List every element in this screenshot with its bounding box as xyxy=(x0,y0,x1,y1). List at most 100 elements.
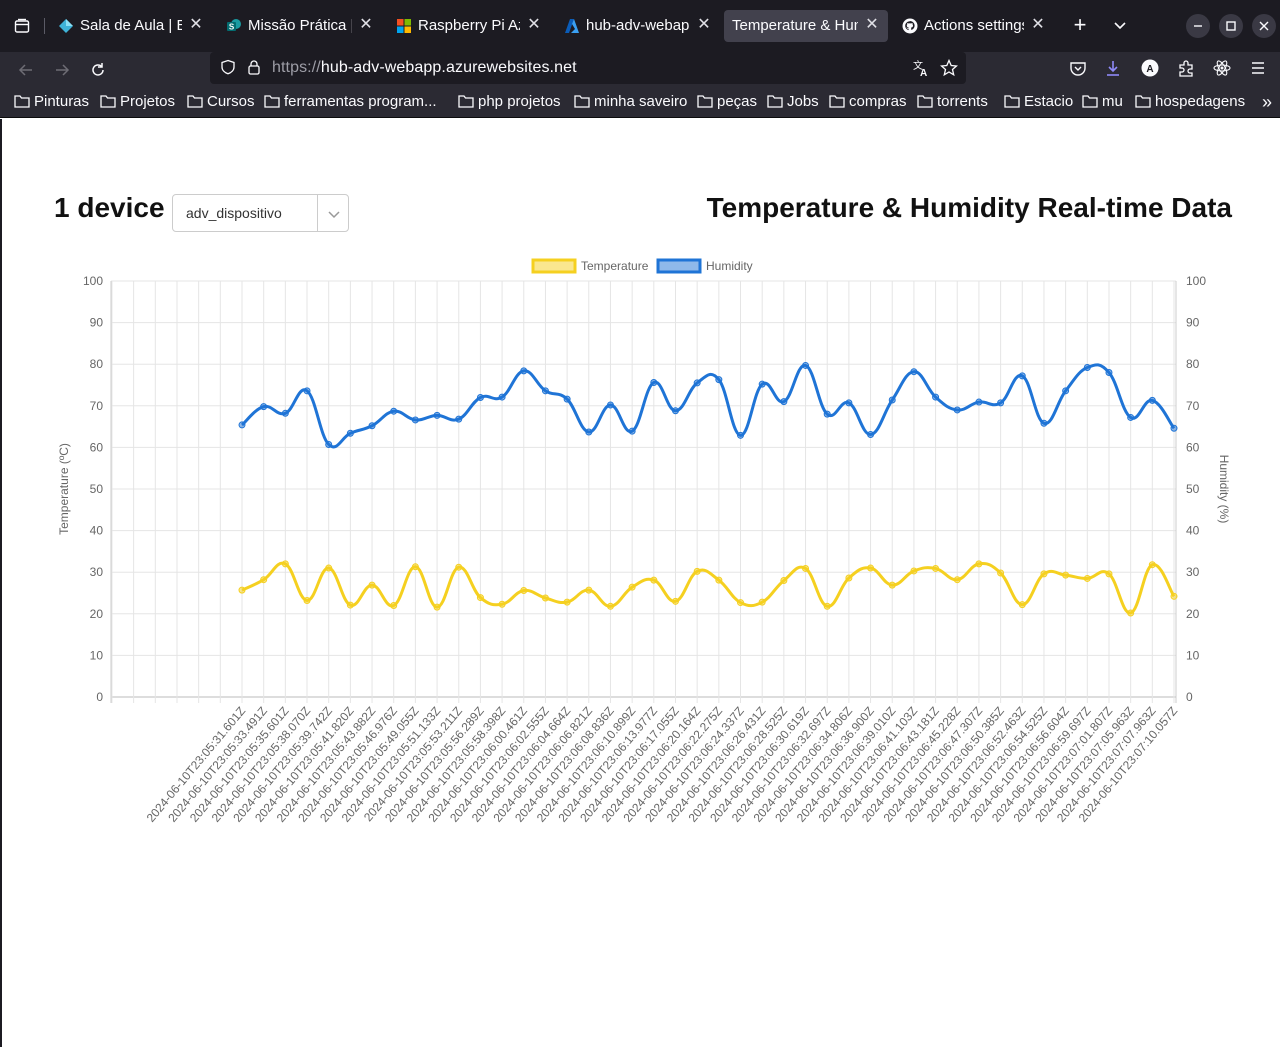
data-point-humidity[interactable] xyxy=(260,403,268,411)
data-point-humidity[interactable] xyxy=(455,415,463,423)
close-window-button[interactable] xyxy=(1252,14,1276,38)
close-tab-icon[interactable]: ✕ xyxy=(865,16,879,33)
data-point-humidity[interactable] xyxy=(802,361,810,369)
legend-swatch-temperature[interactable] xyxy=(531,258,577,274)
data-point-humidity[interactable] xyxy=(1083,364,1091,372)
data-point-humidity[interactable] xyxy=(780,398,788,406)
data-point-humidity[interactable] xyxy=(390,407,398,415)
data-point-humidity[interactable] xyxy=(498,393,506,401)
bookmark-folder[interactable]: hospedagens xyxy=(1135,93,1245,111)
data-point-temperature[interactable] xyxy=(1018,601,1026,609)
close-tab-icon[interactable]: ✕ xyxy=(1031,16,1045,33)
data-point-temperature[interactable] xyxy=(953,576,961,584)
bookmark-folder[interactable]: minha saveiro xyxy=(574,93,687,111)
data-point-humidity[interactable] xyxy=(1148,396,1156,404)
data-point-temperature[interactable] xyxy=(758,598,766,606)
data-point-temperature[interactable] xyxy=(260,576,268,584)
data-point-humidity[interactable] xyxy=(520,367,528,375)
data-point-humidity[interactable] xyxy=(888,396,896,404)
bookmark-folder[interactable]: peças xyxy=(697,93,757,111)
react-devtools-icon[interactable] xyxy=(1213,59,1231,77)
close-tab-icon[interactable]: ✕ xyxy=(189,16,203,33)
data-point-humidity[interactable] xyxy=(1105,369,1113,377)
device-select[interactable]: adv_dispositivo xyxy=(172,194,349,232)
data-point-temperature[interactable] xyxy=(303,596,311,604)
data-point-humidity[interactable] xyxy=(433,411,441,419)
data-point-temperature[interactable] xyxy=(671,597,679,605)
bookmark-folder[interactable]: mu xyxy=(1082,93,1123,111)
legend-label-humidity[interactable]: Humidity xyxy=(706,259,753,273)
data-point-temperature[interactable] xyxy=(390,601,398,609)
close-tab-icon[interactable]: ✕ xyxy=(697,16,711,33)
tab-sala-de-aula[interactable]: Sala de Aula | Est ✕ xyxy=(46,10,212,42)
translate-icon[interactable]: 文 A xyxy=(912,59,930,77)
data-point-humidity[interactable] xyxy=(1170,424,1178,432)
chevron-down-icon[interactable] xyxy=(326,206,342,222)
data-point-temperature[interactable] xyxy=(1127,609,1135,617)
data-point-temperature[interactable] xyxy=(650,576,658,584)
data-point-temperature[interactable] xyxy=(1148,561,1156,569)
tab-raspberry-pi[interactable]: Raspberry Pi Azu ✕ xyxy=(384,10,550,42)
data-point-humidity[interactable] xyxy=(1127,413,1135,421)
data-point-humidity[interactable] xyxy=(1040,419,1048,427)
data-point-humidity[interactable] xyxy=(715,376,723,384)
data-point-humidity[interactable] xyxy=(585,428,593,436)
bookmark-folder[interactable]: Pinturas xyxy=(14,93,89,111)
data-point-humidity[interactable] xyxy=(606,401,614,409)
data-point-humidity[interactable] xyxy=(368,422,376,430)
data-point-temperature[interactable] xyxy=(585,586,593,594)
data-point-humidity[interactable] xyxy=(975,398,983,406)
data-point-temperature[interactable] xyxy=(1040,570,1048,578)
bookmark-folder[interactable]: php projetos xyxy=(458,93,561,111)
legend-label-temperature[interactable]: Temperature xyxy=(581,259,649,273)
extensions-icon[interactable] xyxy=(1177,59,1195,77)
forward-button[interactable] xyxy=(48,56,76,84)
data-point-temperature[interactable] xyxy=(910,567,918,575)
reload-button[interactable] xyxy=(84,56,112,84)
url-text[interactable]: https://hub-adv-webapp.azurewebsites.net xyxy=(272,59,577,77)
bookmark-folder[interactable]: ferramentas program... xyxy=(264,93,437,111)
data-point-temperature[interactable] xyxy=(975,560,983,568)
data-point-humidity[interactable] xyxy=(650,379,658,387)
data-point-humidity[interactable] xyxy=(541,387,549,395)
bookmark-folder[interactable]: Cursos xyxy=(187,93,255,111)
data-point-temperature[interactable] xyxy=(476,594,484,602)
data-point-humidity[interactable] xyxy=(758,380,766,388)
data-point-temperature[interactable] xyxy=(520,587,528,595)
data-point-temperature[interactable] xyxy=(997,569,1005,577)
data-point-temperature[interactable] xyxy=(780,577,788,585)
data-point-humidity[interactable] xyxy=(737,431,745,439)
new-tab-button[interactable]: + xyxy=(1073,12,1087,37)
data-point-temperature[interactable] xyxy=(1083,574,1091,582)
data-point-humidity[interactable] xyxy=(411,416,419,424)
data-point-humidity[interactable] xyxy=(1018,372,1026,380)
tab-hub-adv-webapp[interactable]: hub-adv-webapp ✕ xyxy=(552,10,720,42)
data-point-temperature[interactable] xyxy=(1105,570,1113,578)
data-point-temperature[interactable] xyxy=(238,586,246,594)
shield-icon[interactable] xyxy=(220,59,236,75)
bookmark-folder[interactable]: compras xyxy=(829,93,907,111)
data-point-temperature[interactable] xyxy=(498,600,506,608)
data-point-temperature[interactable] xyxy=(867,564,875,572)
account-avatar-icon[interactable]: A xyxy=(1141,59,1159,77)
data-point-humidity[interactable] xyxy=(867,431,875,439)
data-point-temperature[interactable] xyxy=(802,564,810,572)
data-point-humidity[interactable] xyxy=(303,387,311,395)
data-point-temperature[interactable] xyxy=(1170,592,1178,600)
bookmark-folder[interactable]: Estacio xyxy=(1004,93,1073,111)
data-point-humidity[interactable] xyxy=(325,440,333,448)
data-point-temperature[interactable] xyxy=(823,602,831,610)
data-point-temperature[interactable] xyxy=(433,603,441,611)
lock-icon[interactable] xyxy=(246,59,262,75)
data-point-temperature[interactable] xyxy=(606,602,614,610)
data-point-temperature[interactable] xyxy=(693,567,701,575)
bookmark-folder[interactable]: Projetos xyxy=(100,93,175,111)
hamburger-menu-icon[interactable] xyxy=(1250,60,1266,76)
data-point-temperature[interactable] xyxy=(541,594,549,602)
minimize-button[interactable] xyxy=(1186,14,1210,38)
data-point-humidity[interactable] xyxy=(476,393,484,401)
data-point-temperature[interactable] xyxy=(368,581,376,589)
data-point-humidity[interactable] xyxy=(932,393,940,401)
data-point-humidity[interactable] xyxy=(238,421,246,429)
data-point-humidity[interactable] xyxy=(563,395,571,403)
